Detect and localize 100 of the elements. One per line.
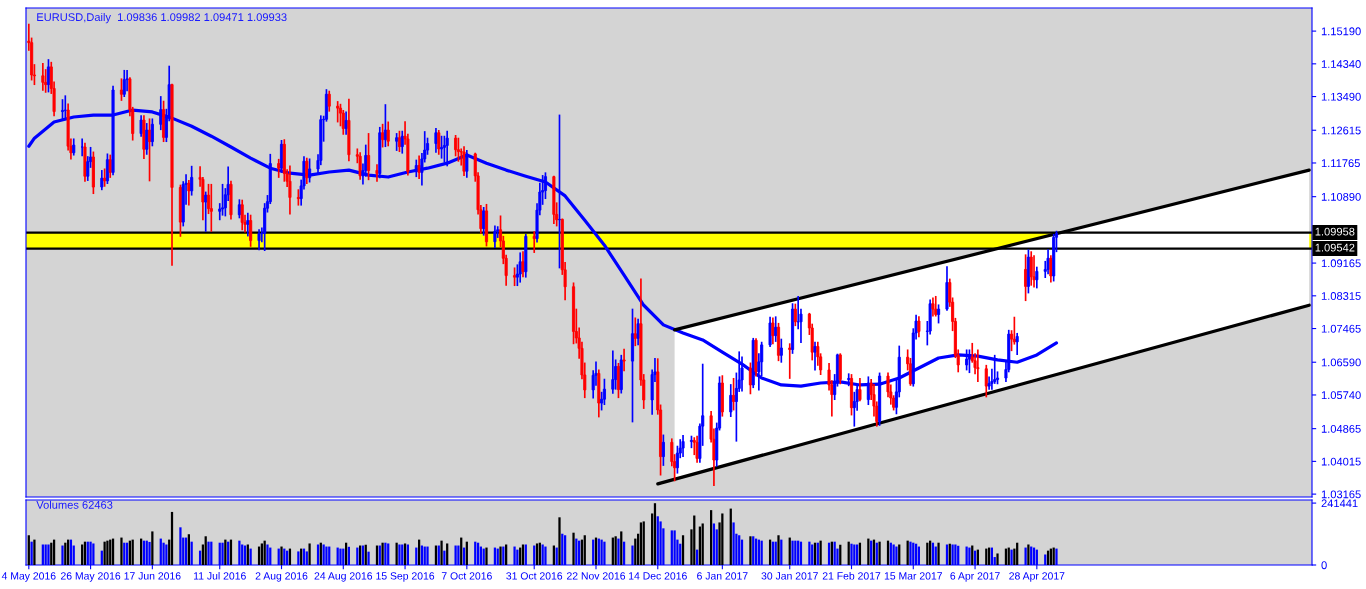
ref-line-label: 1.09958 xyxy=(1315,227,1355,236)
candlestick xyxy=(793,303,797,327)
x-tick-label: 21 Feb 2017 xyxy=(822,571,881,580)
candlestick xyxy=(108,154,112,178)
candlestick xyxy=(122,69,126,98)
x-tick-label: 11 Jul 2016 xyxy=(193,571,246,580)
candlestick xyxy=(367,133,371,181)
candlestick xyxy=(327,90,331,112)
bar xyxy=(620,531,623,565)
candlestick xyxy=(41,62,45,91)
candlestick xyxy=(611,350,615,394)
candlestick xyxy=(1015,332,1019,355)
candlestick xyxy=(209,183,213,232)
y-tick-label: 1.07465 xyxy=(1321,324,1361,333)
bar xyxy=(440,540,443,565)
candlestick xyxy=(221,183,225,216)
candlestick xyxy=(771,317,775,345)
candlestick xyxy=(308,158,312,183)
x-tick-label: 31 Oct 2016 xyxy=(506,572,563,580)
candlestick xyxy=(375,164,379,182)
candlestick xyxy=(305,157,309,185)
candlestick xyxy=(336,101,340,123)
x-tick-label: 26 May 2016 xyxy=(60,572,121,582)
candlestick xyxy=(445,130,449,167)
candlestick xyxy=(442,135,446,163)
y-tick-label: 1.14340 xyxy=(1321,60,1361,68)
candlestick xyxy=(1049,255,1053,283)
candlestick xyxy=(788,343,792,379)
candlestick xyxy=(204,191,208,232)
candlestick xyxy=(521,251,525,278)
candlestick xyxy=(518,252,522,283)
y-tick-label: 1.13490 xyxy=(1321,92,1361,101)
y-tick-label: 1.15190 xyxy=(1321,27,1361,36)
candlestick xyxy=(277,158,281,178)
x-tick-label: 15 Mar 2017 xyxy=(884,572,943,580)
candlestick xyxy=(190,165,194,196)
bar xyxy=(558,517,561,565)
candlestick xyxy=(358,152,362,180)
y-tick-label: 241441 xyxy=(1321,499,1358,508)
candlestick xyxy=(602,378,606,406)
candlestick xyxy=(465,150,469,178)
y-tick-label: 1.09165 xyxy=(1321,259,1361,268)
y-tick-label: 1.10890 xyxy=(1321,192,1361,201)
candlestick xyxy=(386,121,390,147)
x-tick-label: 17 Jun 2016 xyxy=(124,572,181,580)
ref-line-label: 1.09542 xyxy=(1315,243,1355,252)
bar xyxy=(937,542,940,565)
chart-title: EURUSD,Daily 1.09836 1.09982 1.09471 1.09933 xyxy=(37,12,287,24)
x-tick-label: 22 Nov 2016 xyxy=(566,572,626,580)
candlestick xyxy=(695,435,699,463)
candlestick xyxy=(437,129,441,155)
candlestick xyxy=(622,348,626,372)
candlestick xyxy=(145,123,149,155)
candlestick xyxy=(1046,249,1050,275)
candlestick xyxy=(661,434,665,466)
bar xyxy=(27,535,30,565)
bar xyxy=(681,535,685,565)
candlestick xyxy=(779,338,783,363)
chart-title: Volumes 62463 xyxy=(36,500,113,509)
y-tick-label: 1.08315 xyxy=(1321,292,1361,300)
y-tick-label: 1.03165 xyxy=(1321,490,1361,499)
y-tick-label: 1.04865 xyxy=(1321,424,1361,433)
candlestick xyxy=(434,128,438,153)
candlestick xyxy=(532,231,536,253)
candlestick xyxy=(917,316,921,338)
candlestick xyxy=(774,316,778,342)
x-tick-label: 2 Aug 2016 xyxy=(255,572,308,582)
y-tick-label: 1.04015 xyxy=(1321,457,1361,466)
candlestick xyxy=(493,225,497,248)
bar xyxy=(639,522,643,565)
bar xyxy=(151,531,154,565)
candlestick xyxy=(1032,255,1036,288)
candlestick xyxy=(257,229,261,251)
bar xyxy=(308,543,311,565)
y-tick-label: 1.05740 xyxy=(1321,391,1361,400)
candlestick xyxy=(1035,266,1039,289)
candlestick xyxy=(729,384,733,417)
bar xyxy=(777,535,780,565)
candlestick xyxy=(462,146,466,176)
candlestick xyxy=(768,316,772,347)
bar xyxy=(642,521,645,565)
y-tick-label: 1.11765 xyxy=(1321,159,1360,168)
x-tick-label: 7 Oct 2016 xyxy=(441,572,492,580)
candlestick xyxy=(984,364,988,398)
x-tick-label: 24 Aug 2016 xyxy=(314,572,373,582)
candlestick xyxy=(249,214,253,247)
x-tick-label: 4 May 2016 xyxy=(1,572,56,582)
x-tick-label: 14 Dec 2016 xyxy=(629,572,687,580)
y-tick-label: 0 xyxy=(1321,561,1327,570)
x-tick-label: 15 Sep 2016 xyxy=(376,572,435,582)
bar xyxy=(446,543,449,565)
bar xyxy=(103,541,106,565)
y-tick-label: 1.12615 xyxy=(1321,126,1361,135)
candlestick xyxy=(187,180,191,206)
x-tick-label: 6 Jan 2017 xyxy=(697,572,748,580)
candlestick xyxy=(858,377,862,402)
candlestick xyxy=(976,349,980,382)
candlestick xyxy=(80,138,84,157)
bar xyxy=(996,553,999,565)
y-tick-label: 1.06590 xyxy=(1321,358,1361,367)
